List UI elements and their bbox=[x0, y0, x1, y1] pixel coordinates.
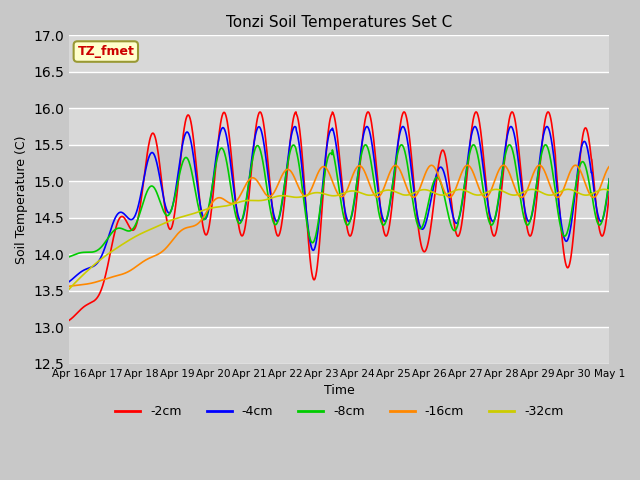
Bar bbox=[69, 218, 609, 254]
Bar bbox=[69, 327, 609, 364]
Text: TZ_fmet: TZ_fmet bbox=[77, 45, 134, 58]
Title: Tonzi Soil Temperatures Set C: Tonzi Soil Temperatures Set C bbox=[226, 15, 452, 30]
X-axis label: Time: Time bbox=[324, 384, 355, 397]
Y-axis label: Soil Temperature (C): Soil Temperature (C) bbox=[15, 135, 28, 264]
Bar bbox=[69, 181, 609, 218]
Legend: -2cm, -4cm, -8cm, -16cm, -32cm: -2cm, -4cm, -8cm, -16cm, -32cm bbox=[110, 400, 568, 423]
Bar bbox=[69, 108, 609, 145]
Bar bbox=[69, 254, 609, 291]
Bar bbox=[69, 72, 609, 108]
Bar bbox=[69, 36, 609, 72]
Bar bbox=[69, 291, 609, 327]
Bar bbox=[69, 145, 609, 181]
